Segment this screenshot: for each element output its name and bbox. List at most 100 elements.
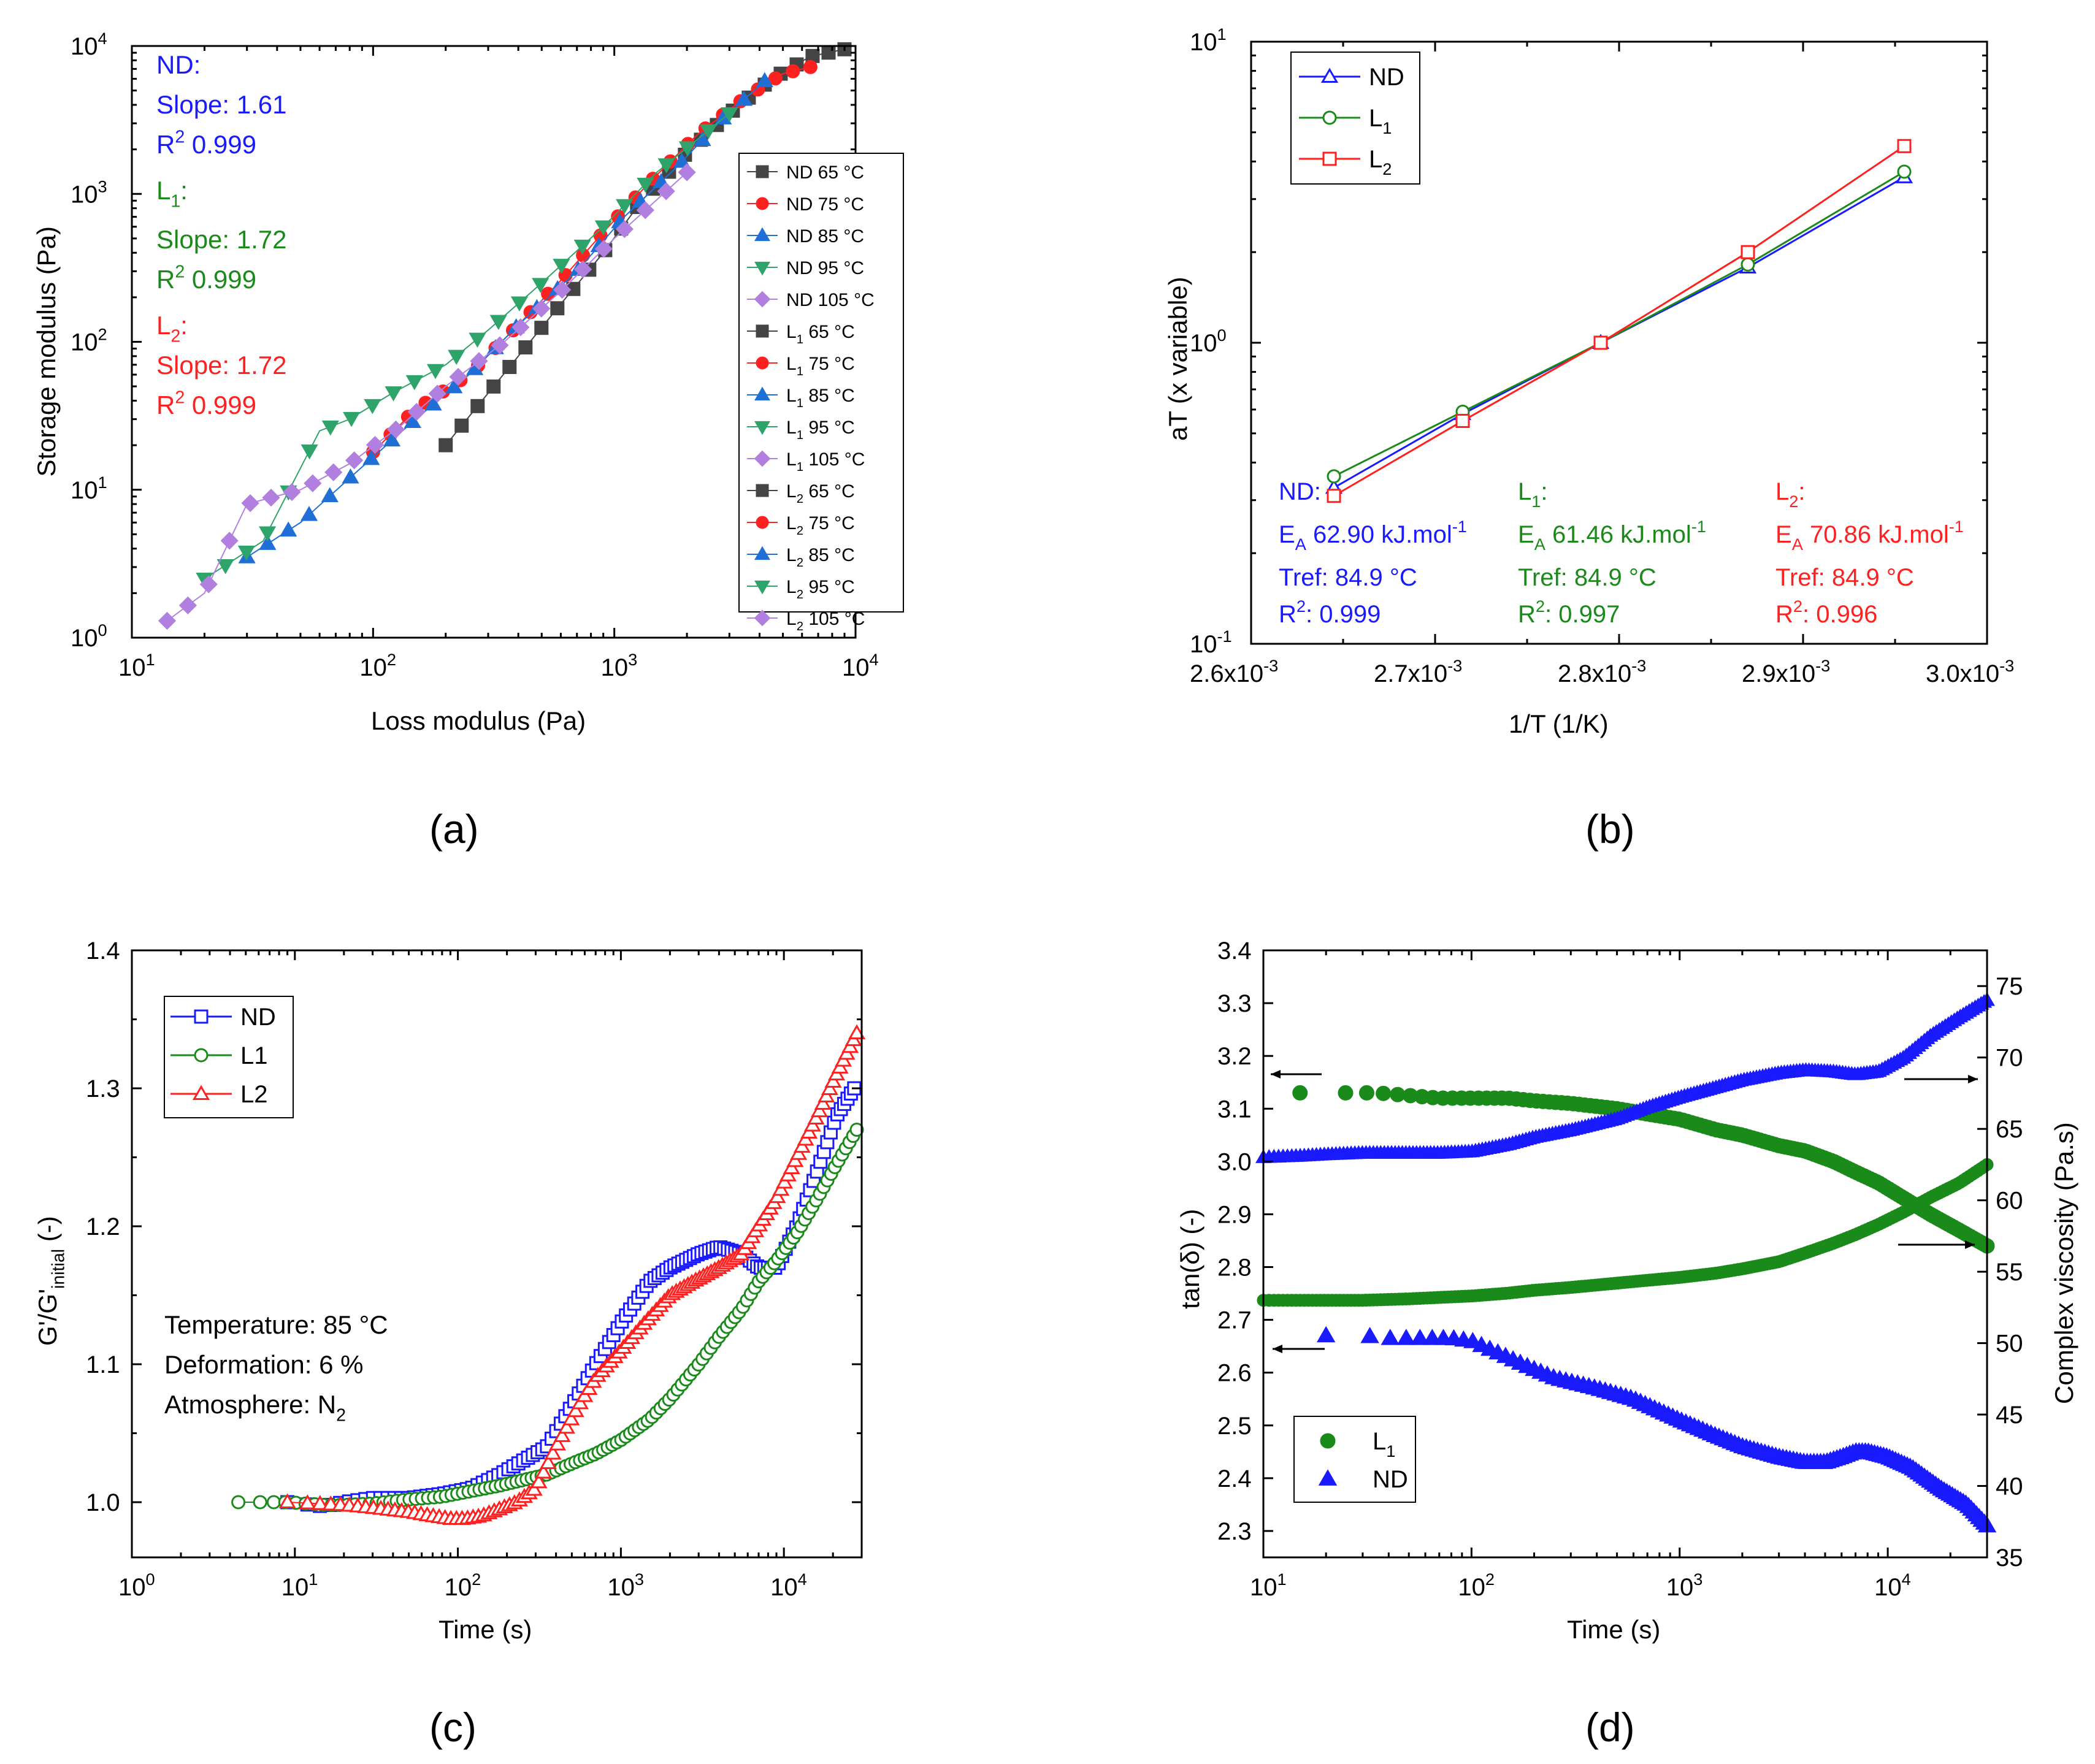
y-left-tick-label-part: 3.2 [1217, 1043, 1252, 1070]
annotation-atmosphere: Atmosphere: N2 [164, 1390, 346, 1426]
annotation-title-part: L [1518, 478, 1531, 505]
legend-label-part: 2 [797, 524, 803, 538]
y-tick-label: 102 [71, 325, 107, 356]
y-tick-label-part: 1.1 [86, 1351, 120, 1378]
y-tick-label-part: 10 [71, 181, 98, 208]
data-point [571, 1394, 589, 1410]
legend-marker [756, 356, 769, 370]
panel-b-chart: 2.6x10-3 2.7x10-3 2.8x10-3 2.9x10-3 3.0x10-3… [1163, 25, 2014, 852]
x-tick-label: 2.8x10-3 [1558, 656, 1646, 687]
y-right-tick-label-part: 35 [1996, 1544, 2023, 1571]
legend-label-part: 75 °C [803, 513, 855, 533]
annotation-tref: Tref: 84.9 °C [1775, 564, 1914, 591]
data-point [454, 418, 469, 433]
y-left-tick-label: 2.9 [1217, 1201, 1252, 1228]
data-point [321, 420, 339, 436]
annotation-l1-slope: Slope: 1.72 [156, 225, 287, 254]
legend-label-part: ND [786, 290, 813, 310]
legend-label-part: 2 [797, 588, 803, 601]
data-point [535, 1464, 553, 1479]
y-right-tick-label: 40 [1996, 1473, 2023, 1500]
y-left-tick-label-part: 3.1 [1217, 1096, 1252, 1123]
y-axis-title-part: Storage modulus (Pa) [32, 226, 61, 477]
data-point [342, 468, 359, 484]
annotation-nd-title: ND: [156, 50, 201, 79]
data-point [1411, 1329, 1430, 1345]
annotation-r2-part: : 0.997 [1545, 601, 1620, 628]
legend-marker [754, 450, 771, 467]
data-point [1390, 1086, 1406, 1102]
annotation-tref-part: Tref: 84.9 °C [1279, 564, 1417, 591]
data-point [489, 315, 507, 330]
annotation-title: L1: [1518, 478, 1548, 511]
panel-d-chart: 101 102 103 1042.32.42.52.62.72.82.93.03.13… [1176, 937, 2078, 1750]
legend-label: L1 85 °C [786, 386, 855, 410]
annotation-title-part: 1 [1531, 492, 1541, 511]
annotation-l2-title-part: 2 [170, 327, 180, 346]
annotation-ea-part: -1 [1691, 517, 1706, 536]
x-tick-label-part: 2.8x10 [1558, 660, 1631, 687]
data-point [262, 488, 280, 507]
data-point [1376, 1085, 1392, 1101]
data-point [220, 532, 239, 550]
legend-label: L2 105 °C [786, 609, 865, 633]
data-point [756, 72, 773, 88]
x-tick-label-part: 10 [282, 1574, 309, 1601]
legend-marker [1318, 1469, 1338, 1486]
legend-label-part: ND [786, 226, 813, 246]
y-tick-label: 101 [71, 473, 107, 504]
y-left-tick-label-part: 2.7 [1217, 1307, 1252, 1334]
x-tick-label-part: 10 [118, 1574, 146, 1601]
series-2 [1316, 1326, 1997, 1533]
x-tick-label-part: 1 [1277, 1570, 1287, 1589]
annotation-ea-part: E [1279, 521, 1295, 548]
y-right-tick-label: 50 [1996, 1331, 2023, 1357]
x-axis-title: Time (s) [439, 1615, 532, 1644]
x-tick-label-part: -3 [1263, 656, 1278, 675]
data-point [805, 48, 820, 63]
y-right-tick-label-part: 50 [1996, 1331, 2023, 1357]
y-left-axis-title: tan(δ) (-) [1176, 1209, 1205, 1309]
annotation-atmosphere-part: Atmosphere: N [164, 1390, 336, 1419]
legend-box [738, 153, 904, 613]
y-axis-title-part: aT (x variable) [1163, 277, 1192, 441]
y-tick-label-part: 1.2 [86, 1213, 120, 1240]
legend-label-part: 1 [797, 429, 803, 442]
legend-marker [754, 609, 771, 627]
y-tick-label: 100 [1190, 326, 1227, 357]
legend-label-part: 85 °C [813, 226, 864, 246]
data-point [469, 332, 486, 348]
panel-label-a: (a) [429, 806, 479, 852]
y-right-tick-label-part: 40 [1996, 1473, 2023, 1500]
y-left-tick-label-part: 3.4 [1217, 937, 1252, 964]
data-point [1327, 489, 1341, 503]
data-point [283, 483, 301, 502]
x-axis-title-part: Time (s) [439, 1615, 532, 1644]
legend-label-part: L2 [240, 1081, 268, 1108]
series-4 [158, 163, 696, 630]
legend-label-part: L [786, 545, 797, 565]
y-right-axis-title: Complex viscosity (Pa.s) [2050, 1122, 2078, 1404]
series-nd [280, 1081, 862, 1513]
x-tick-label-part: 1 [146, 650, 155, 669]
data-point [178, 596, 197, 615]
y-tick-label-part: 1.3 [86, 1075, 120, 1102]
y-left-tick-label: 2.4 [1217, 1465, 1252, 1492]
annotation-title-part: : [1798, 478, 1805, 505]
x-tick-label-part: 2.6x10 [1190, 660, 1263, 687]
data-point [573, 239, 591, 255]
y-right-tick-label: 70 [1996, 1045, 2023, 1072]
annotation-r2-part: R [1279, 601, 1296, 628]
x-tick-label-part: 3 [628, 650, 637, 669]
annotation-temperature: Temperature: 85 °C [164, 1310, 388, 1339]
data-point [300, 506, 318, 521]
annotation-ea-part: 70.86 kJ.mol [1803, 521, 1949, 548]
annotation-l2-slope: Slope: 1.72 [156, 351, 287, 380]
y-right-tick-label-part: 45 [1996, 1402, 2023, 1429]
y-right-tick-label-part: 75 [1996, 973, 2023, 1000]
data-point [786, 64, 800, 78]
annotation-l1-slope-part: Slope: 1.72 [156, 225, 287, 254]
series-1 [1257, 1158, 1994, 1307]
